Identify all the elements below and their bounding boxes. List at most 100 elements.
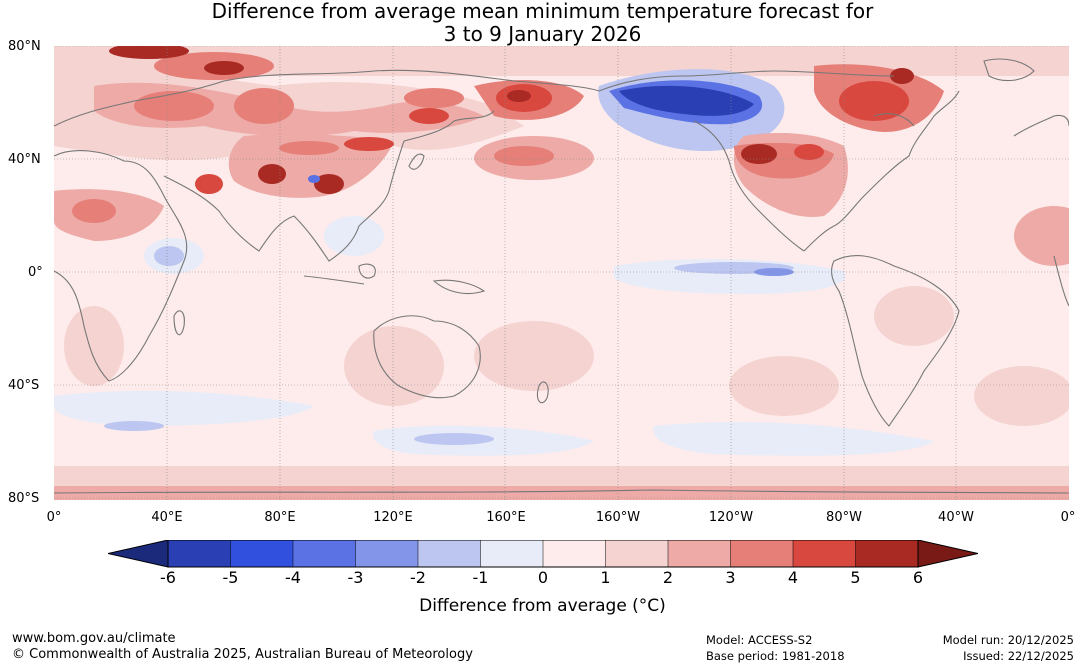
australia-warm (344, 326, 444, 406)
colorbar-tick-label: 2 (662, 568, 674, 587)
colorbar-swatch (542, 540, 607, 568)
colorbar-swatch (667, 540, 732, 568)
south-indian-cool (54, 390, 314, 426)
colorbar-tick-label: -3 (347, 568, 364, 587)
eurasia-north-coast (53, 69, 600, 127)
colorbar-swatch (417, 540, 482, 568)
lon-label-120e: 120°E (373, 510, 413, 525)
na-west-coast (693, 120, 805, 252)
japan-coast (408, 153, 425, 170)
canada-hotter (890, 68, 914, 84)
alaska-cold-3 (619, 85, 754, 116)
arctic-coast (598, 70, 895, 92)
manchuria-warm (344, 137, 394, 151)
colorbar-tick-label: 3 (725, 568, 736, 587)
colorbar-tick-label: 1 (600, 568, 611, 587)
new-guinea-coast (432, 279, 486, 295)
footer-model-run: Model run: 20/12/2025 (942, 633, 1074, 647)
colorbar-swatch (230, 540, 294, 568)
lon-label-120w: 120°W (708, 510, 754, 525)
africa-south-warm (64, 306, 124, 386)
colorbar-swatch (355, 540, 419, 568)
colorbar-swatch (730, 540, 794, 568)
brazil-warm (874, 286, 954, 346)
hudson-bay-coast (873, 113, 915, 127)
graticule (54, 45, 1069, 500)
west-africa-coast (1053, 255, 1070, 307)
colorbar-tick-label: 5 (850, 568, 861, 587)
china-hot (314, 174, 344, 194)
arctic-hot-1 (109, 43, 189, 59)
colorbar-swatch (167, 540, 232, 568)
colorbar-extend-high (917, 540, 978, 568)
colorbar-swatch (605, 540, 669, 568)
lon-label-40w: 40°W (938, 510, 974, 525)
lon-label-80e: 80°E (264, 510, 296, 525)
pacific-nw-hot (494, 146, 554, 166)
map-title: Difference from average mean minimum tem… (0, 0, 1085, 46)
colorbar-tick-label: -5 (222, 568, 239, 587)
coastlines (53, 58, 1070, 494)
colorbar-swatch (292, 540, 357, 568)
western-europe-coast (1013, 114, 1070, 137)
footer-model: Model: ACCESS-S2 (706, 633, 813, 647)
lon-label-40e: 40°E (151, 510, 183, 525)
lat-label-40s: 40°S (8, 378, 40, 393)
colorbar-tick-label: 6 (912, 568, 924, 587)
colorbar-outline (167, 540, 919, 568)
colorbar-extend-low (108, 540, 169, 568)
usa-hot-1 (741, 144, 777, 164)
colorbar-label: Difference from average (°C) (419, 596, 666, 616)
south-pacific-warm (729, 356, 839, 416)
usa-hot-2 (794, 144, 824, 160)
west-africa-warm (1014, 206, 1085, 266)
lat-label-40n: 40°N (8, 152, 41, 167)
lon-label-160w: 160°W (595, 510, 641, 525)
se-pacific-cool (653, 421, 934, 456)
footer-copyright: © Commonwealth of Australia 2025, Austra… (12, 647, 473, 662)
kamchatka-hotter (507, 90, 531, 102)
iran-warm (195, 174, 223, 194)
antarctica-coast (53, 489, 1070, 494)
okhotsk-warm (409, 108, 449, 124)
africa-coast (53, 150, 188, 382)
colorbar-swatch (792, 540, 857, 568)
china-cold-spot (308, 175, 320, 183)
colorbar-swatch (855, 540, 919, 568)
footer-issued: Issued: 22/12/2025 (963, 649, 1074, 663)
colorbar-tick-label: -4 (285, 568, 301, 587)
madagascar-coast (173, 310, 185, 336)
canada-hot (839, 81, 909, 121)
footer-url[interactable]: www.bom.gov.au/climate (12, 631, 176, 646)
temperature-anomaly-map (53, 43, 1085, 500)
footer-base-period: Base period: 1981-2018 (706, 649, 845, 663)
borneo-coast (358, 263, 376, 279)
lon-label-160e: 160°E (486, 510, 526, 525)
na-east-coast (803, 90, 960, 252)
colorbar-tick-label: -1 (472, 568, 489, 587)
lon-label-0-right: 0° (1060, 510, 1076, 525)
indian-ocean-cooler (154, 246, 184, 266)
new-zealand-coast (536, 381, 549, 404)
colorbar-swatch (480, 540, 544, 568)
lat-label-80s: 80°S (8, 491, 40, 506)
south-america-coast (830, 255, 960, 427)
east-asia-coast (403, 110, 495, 142)
southern-band-warm (54, 486, 1069, 500)
title-line-2: 3 to 9 January 2026 (443, 22, 642, 46)
map-svg (53, 43, 1085, 500)
title-line-1: Difference from average mean minimum tem… (211, 0, 874, 23)
siberia-warm (234, 88, 294, 124)
tibet-hot (258, 164, 286, 184)
mongolia-warm (279, 141, 339, 155)
anomaly-contours (54, 43, 1085, 500)
indonesia-coast (303, 275, 365, 285)
lat-label-equator: 0° (28, 265, 43, 280)
colorbar (108, 540, 978, 568)
russia-warm (134, 91, 214, 121)
east-siberia-warm (404, 88, 464, 108)
lon-label-0-left: 0° (46, 510, 62, 525)
arctic-hot-2 (204, 61, 244, 75)
lat-label-80n: 80°N (8, 39, 41, 54)
colorbar-tick-label: 4 (787, 568, 799, 587)
